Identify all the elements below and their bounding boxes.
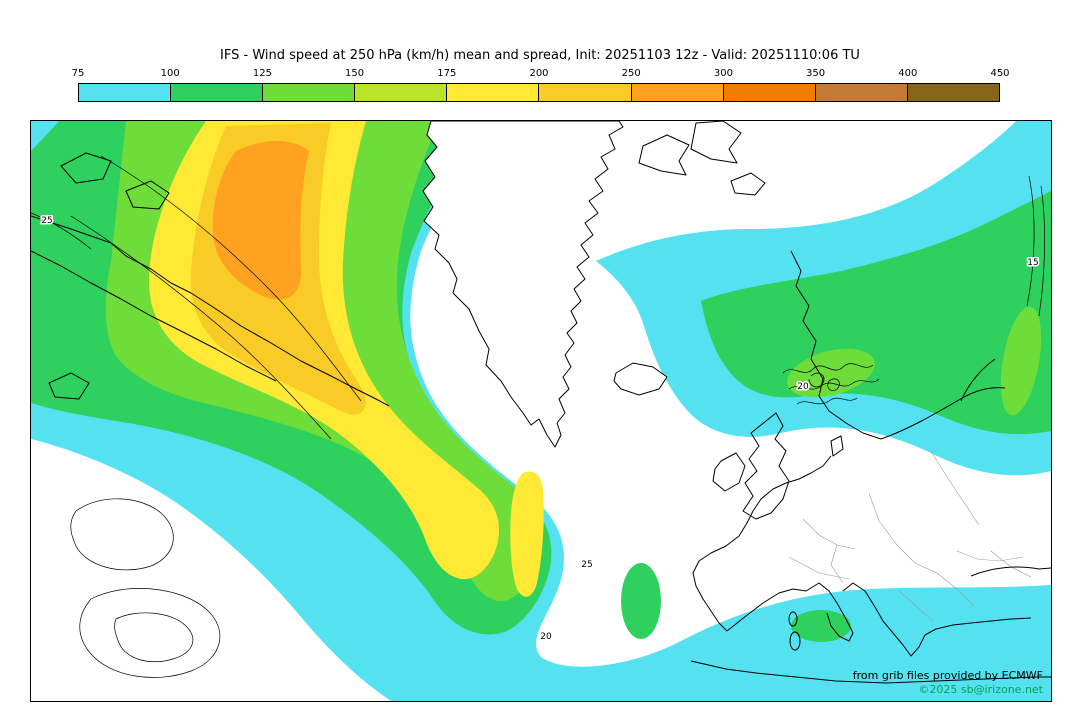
colorbar-segment-8 xyxy=(815,84,908,101)
attribution-ecmwf: from grib files provided by ECMWF xyxy=(852,669,1043,682)
colorbar-tick-100: 100 xyxy=(160,68,180,79)
isotach-value-labels: 25 20 20 15 25 xyxy=(40,215,1040,644)
colorbar-tick-labels: 75 100 125 150 175 200 250 300 350 400 450 xyxy=(72,68,1010,83)
arctic-island-2 xyxy=(690,121,742,164)
spread-scribble-1 xyxy=(782,363,874,374)
europe-atlantic-coast xyxy=(692,455,832,632)
greenland-coast xyxy=(422,121,624,448)
adriatic-balkans-coast xyxy=(842,582,1032,657)
isotach-loop-southwest-2 xyxy=(79,588,221,678)
wind-band-orange-core xyxy=(212,140,309,300)
colorbar-segment-1 xyxy=(171,84,264,101)
great-britain-coast xyxy=(742,412,790,520)
wind-green-mediterranean-2 xyxy=(791,610,851,642)
country-borders xyxy=(788,450,1032,622)
colorbar-tick-175: 175 xyxy=(437,68,457,79)
attribution-irizone: ©2025 sb@irizone.net xyxy=(918,683,1043,696)
isotach-line-east-edge-1 xyxy=(1026,175,1035,307)
iceland-coast xyxy=(613,362,668,396)
spread-scribble-2 xyxy=(788,378,880,390)
scandinavia-coast xyxy=(790,250,882,440)
labrador-coast xyxy=(31,215,390,407)
isotach-label-20: 20 xyxy=(540,632,552,642)
colorbar-tick-150: 150 xyxy=(345,68,365,79)
attribution: from grib files provided by ECMWF ©2025 … xyxy=(853,669,1043,697)
isotach-label-25: 25 xyxy=(581,560,592,570)
isotach-contours xyxy=(31,155,1045,678)
colorbar-segment-9 xyxy=(907,84,999,101)
labrador-island-1 xyxy=(60,152,112,184)
spread-scribble-knot xyxy=(808,372,840,392)
border-line xyxy=(788,556,850,580)
isotach-label-20: 20 xyxy=(797,382,809,392)
sardinia-island xyxy=(789,631,801,651)
colorbar-scale xyxy=(78,83,1000,102)
colorbar-segment-4 xyxy=(447,84,540,101)
colorbar-segment-3 xyxy=(355,84,448,101)
border-line xyxy=(914,562,976,608)
isotach-label-25: 25 xyxy=(41,216,52,226)
denmark-coast xyxy=(830,435,844,457)
colorbar-tick-300: 300 xyxy=(713,68,733,79)
colorbar-segment-5 xyxy=(539,84,632,101)
labrador-inner-coast xyxy=(31,250,277,382)
map-canvas: 25 20 20 15 25 from grib files provided by E… xyxy=(30,120,1052,702)
colorbar-legend: 75 100 125 150 175 200 250 300 350 400 450 xyxy=(72,68,1010,102)
north-africa-coast xyxy=(690,660,1051,684)
map-title: IFS - Wind speed at 250 hPa (km/h) mean … xyxy=(220,48,860,63)
mediterranean-north-coast xyxy=(726,582,854,642)
wind-band-green-northeast xyxy=(701,191,1051,435)
border-line xyxy=(898,590,934,622)
colorbar-segment-2 xyxy=(263,84,356,101)
wind-lime-east-edge xyxy=(1000,306,1042,416)
isotach-label-15: 15 xyxy=(1027,258,1038,268)
arctic-island-1 xyxy=(638,134,690,176)
isotach-line-jet-2 xyxy=(70,215,332,440)
wind-yellow-sliver-south xyxy=(510,471,544,597)
labrador-island-2 xyxy=(125,180,170,210)
arctic-island-3 xyxy=(730,172,766,196)
border-line xyxy=(990,550,1032,578)
coastlines xyxy=(31,121,1051,684)
spread-scribble-3 xyxy=(796,397,858,405)
wind-map-svg: 25 20 20 15 25 xyxy=(31,121,1051,701)
border-line xyxy=(930,450,980,526)
baltic-coast xyxy=(880,358,1006,440)
wind-field xyxy=(31,121,1051,701)
wind-lime-scandinavia xyxy=(787,348,875,398)
border-line xyxy=(802,518,856,550)
isotach-loop-southwest-1 xyxy=(70,498,174,571)
colorbar-segment-0 xyxy=(79,84,172,101)
colorbar-tick-450: 450 xyxy=(990,68,1010,79)
colorbar-tick-350: 350 xyxy=(806,68,826,79)
black-sea-coast xyxy=(970,566,1051,577)
colorbar-tick-125: 125 xyxy=(252,68,272,79)
isotach-line-jet-1 xyxy=(100,155,362,402)
colorbar-tick-75: 75 xyxy=(71,68,85,79)
colorbar-tick-200: 200 xyxy=(529,68,549,79)
ireland-coast xyxy=(712,452,746,492)
newfoundland-island xyxy=(48,372,90,400)
wind-green-mediterranean-1 xyxy=(621,563,661,639)
isotach-loop-southwest-3 xyxy=(114,612,194,662)
colorbar-segment-6 xyxy=(631,84,724,101)
corsica-island xyxy=(788,611,798,627)
isotach-line-east-edge-2 xyxy=(1038,185,1045,317)
isotach-line-west xyxy=(31,212,92,250)
colorbar-tick-250: 250 xyxy=(621,68,641,79)
border-line xyxy=(956,550,1024,562)
border-line xyxy=(868,492,916,564)
colorbar-tick-400: 400 xyxy=(898,68,918,79)
colorbar-segment-7 xyxy=(723,84,816,101)
